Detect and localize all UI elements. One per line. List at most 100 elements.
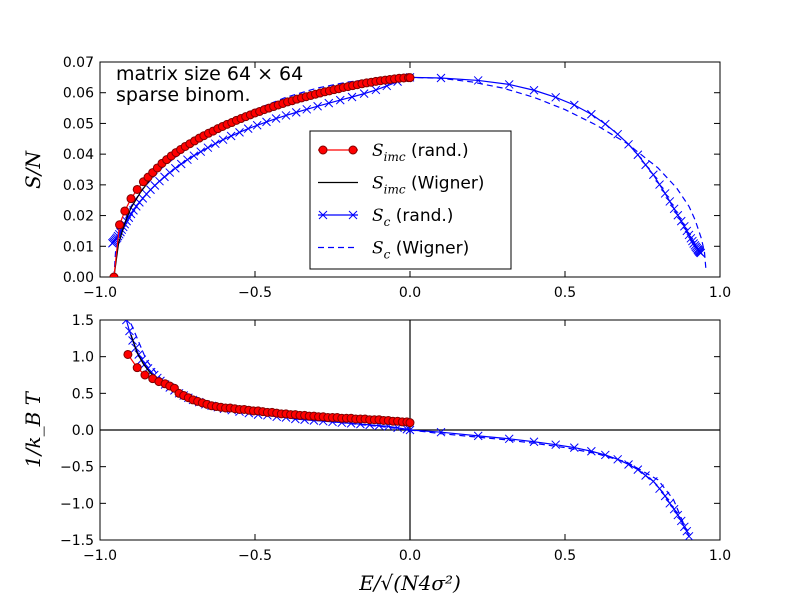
top-series-blue-x-line-point	[235, 127, 244, 137]
top-series-blue-x-line-point	[648, 170, 658, 180]
top-ticks: −1.0 −0.5 0.0 0.5 1.0 0.00 0.01 0.02 0.03 0.04 0.0…	[63, 55, 731, 301]
top-series-blue-x-line-point	[262, 117, 271, 127]
bottom-series-blue-x-line-point	[504, 434, 514, 444]
top-series-blue-x-line-point	[160, 172, 169, 182]
top-series-blue-x-line-point	[669, 204, 679, 214]
legend-item-blue-x-line: Sc (rand.)	[318, 206, 453, 229]
bottom-series-blue-x-line-point	[633, 465, 643, 474]
top-series-blue-x-line-point	[203, 143, 213, 153]
top-series-blue-x-line-point	[686, 233, 696, 243]
top-series-red-dot-line-point	[109, 272, 119, 277]
top-ytick-label: 0.04	[63, 147, 94, 163]
bottom-series-red-dot-line-point	[405, 418, 415, 428]
top-series-blue-x-line-point	[613, 129, 623, 139]
top-series-blue-x-line-point	[586, 109, 596, 119]
top-series-blue-x-line-point	[347, 92, 357, 102]
top-series-blue-x-line-point	[676, 216, 686, 226]
top-series-blue-x-line-point	[302, 104, 312, 114]
top-series-group	[108, 73, 707, 277]
bottom-ytick-label: −1.5	[60, 533, 94, 549]
top-ytick-label: 0.06	[63, 86, 94, 102]
bottom-series-blue-x-line-point	[405, 425, 415, 435]
top-series-blue-x-line-point	[504, 80, 514, 89]
top-series-blue-x-line-point	[218, 135, 228, 145]
top-series-blue-x-line-point	[291, 108, 301, 117]
bottom-series-blue-x-line-point	[641, 471, 650, 480]
top-series-blue-x-line-point	[170, 163, 180, 173]
top-series-blue-x-line-point	[624, 139, 633, 149]
top-series-blue-x-line-point	[600, 119, 610, 129]
legend-item-red-dot-line: Simc (rand.)	[318, 141, 469, 164]
bottom-series-blue-x-line-point	[660, 491, 670, 501]
legend-item-blue-dash: Sc (Wigner)	[318, 239, 469, 262]
top-series-blue-x-line-point	[660, 189, 670, 198]
top-series-blue-x-line-point	[473, 76, 483, 85]
top-ytick-label: 0.02	[63, 209, 94, 225]
top-series-blue-x-line-point	[165, 168, 175, 177]
top-series-blue-x-line-point	[696, 248, 706, 258]
bottom-series-blue-x-line-point	[624, 460, 633, 469]
bottom-series-red-dot-line-point	[123, 349, 133, 359]
bottom-ticks: −1.0 −0.5 0.0 0.5 1.0−1.5−1.0−0.50.00.51.01.…	[60, 313, 731, 564]
top-xtick-label: −1.0	[83, 285, 117, 301]
bottom-series-blue-x-line-point	[600, 450, 610, 460]
top-ytick-label: 0.05	[63, 116, 94, 132]
bottom-xtick-label: −0.5	[238, 548, 272, 564]
legend-swatch-marker	[348, 145, 358, 155]
top-series-blue-x-line-point	[281, 111, 291, 120]
top-series-red-dot-line-point	[132, 184, 142, 194]
top-series-blue-x-line-point	[243, 124, 253, 134]
bottom-ytick-label: 1.0	[72, 350, 94, 366]
top-xtick-label: −0.5	[238, 285, 272, 301]
top-ytick-label: 0.00	[63, 270, 94, 286]
top-series-blue-x-line-point	[210, 139, 220, 149]
top-xtick-label: 1.0	[709, 285, 731, 301]
bottom-series-blue-x-line-point	[682, 526, 692, 536]
bottom-series-blue-x-line-point	[529, 437, 539, 447]
bottom-series-blue-x-line-point	[125, 326, 134, 336]
legend-label: Sc (rand.)	[372, 206, 453, 229]
top-ytick-label: 0.01	[63, 239, 94, 255]
bottom-xtick-label: −1.0	[83, 548, 117, 564]
top-series-blue-x-line-point	[271, 114, 281, 123]
bottom-ytick-label: 0.5	[72, 386, 94, 402]
bottom-xtick-label: 1.0	[709, 548, 731, 564]
bottom-series-group	[100, 320, 720, 540]
top-ytick-label: 0.03	[63, 178, 94, 194]
bottom-series-blue-x-line-point	[613, 454, 623, 464]
top-series-blue-x-line-point	[324, 98, 334, 108]
top-series-blue-x-line-point	[226, 131, 236, 141]
legend-item-black-line: Simc (Wigner)	[318, 174, 484, 197]
top-series-red-dot-line-point	[115, 220, 125, 230]
bottom-series-blue-x-line-point	[551, 440, 561, 450]
bottom-series-blue-x-line-point	[569, 443, 579, 452]
bottom-series-red-dot-line-point	[140, 370, 150, 380]
top-panel: −1.0 −0.5 0.0 0.5 1.0 0.00 0.01 0.02 0.03 0.04 0.0…	[21, 55, 731, 301]
bottom-xtick-label: 0.0	[399, 548, 421, 564]
bottom-series-blue-x-line-point	[121, 320, 131, 325]
legend: Simc (rand.) Simc (Wigner) Sc (rand.) Sc (W…	[309, 130, 512, 270]
bottom-series-blue-x-line-point	[586, 446, 596, 456]
top-ytick-label: 0.07	[63, 55, 94, 71]
top-series-blue-x-line-point	[196, 147, 206, 157]
bottom-xlabel: E/√(N4σ²)	[358, 571, 461, 595]
top-series-blue-x-line-point	[436, 73, 446, 83]
bottom-series-blue-x-line-point	[665, 498, 675, 508]
top-series-blue-x-line-point	[371, 85, 381, 95]
top-series-blue-x-line-point	[665, 197, 675, 206]
top-series-blue-x-line-point	[335, 95, 345, 105]
bottom-series-blue-x-line-point	[436, 427, 446, 437]
bottom-series-blue-x-line-point	[473, 431, 483, 441]
top-series-blue-x-line-point	[679, 221, 689, 231]
annotation-line-2: sparse binom.	[116, 84, 251, 106]
annotation-line-1: matrix size 64 × 64	[116, 63, 303, 85]
bottom-series-blue-x-line-point	[684, 531, 694, 540]
top-series-blue-x-line-point	[641, 160, 650, 170]
legend-swatch-marker	[318, 210, 328, 220]
bottom-series-blue-x-line-point	[134, 350, 144, 359]
top-series-blue-x-line-point	[655, 180, 664, 189]
bottom-series-blue-x-line-point	[669, 504, 679, 514]
top-series-blue-x-line-point	[682, 226, 692, 236]
legend-box	[309, 130, 512, 270]
